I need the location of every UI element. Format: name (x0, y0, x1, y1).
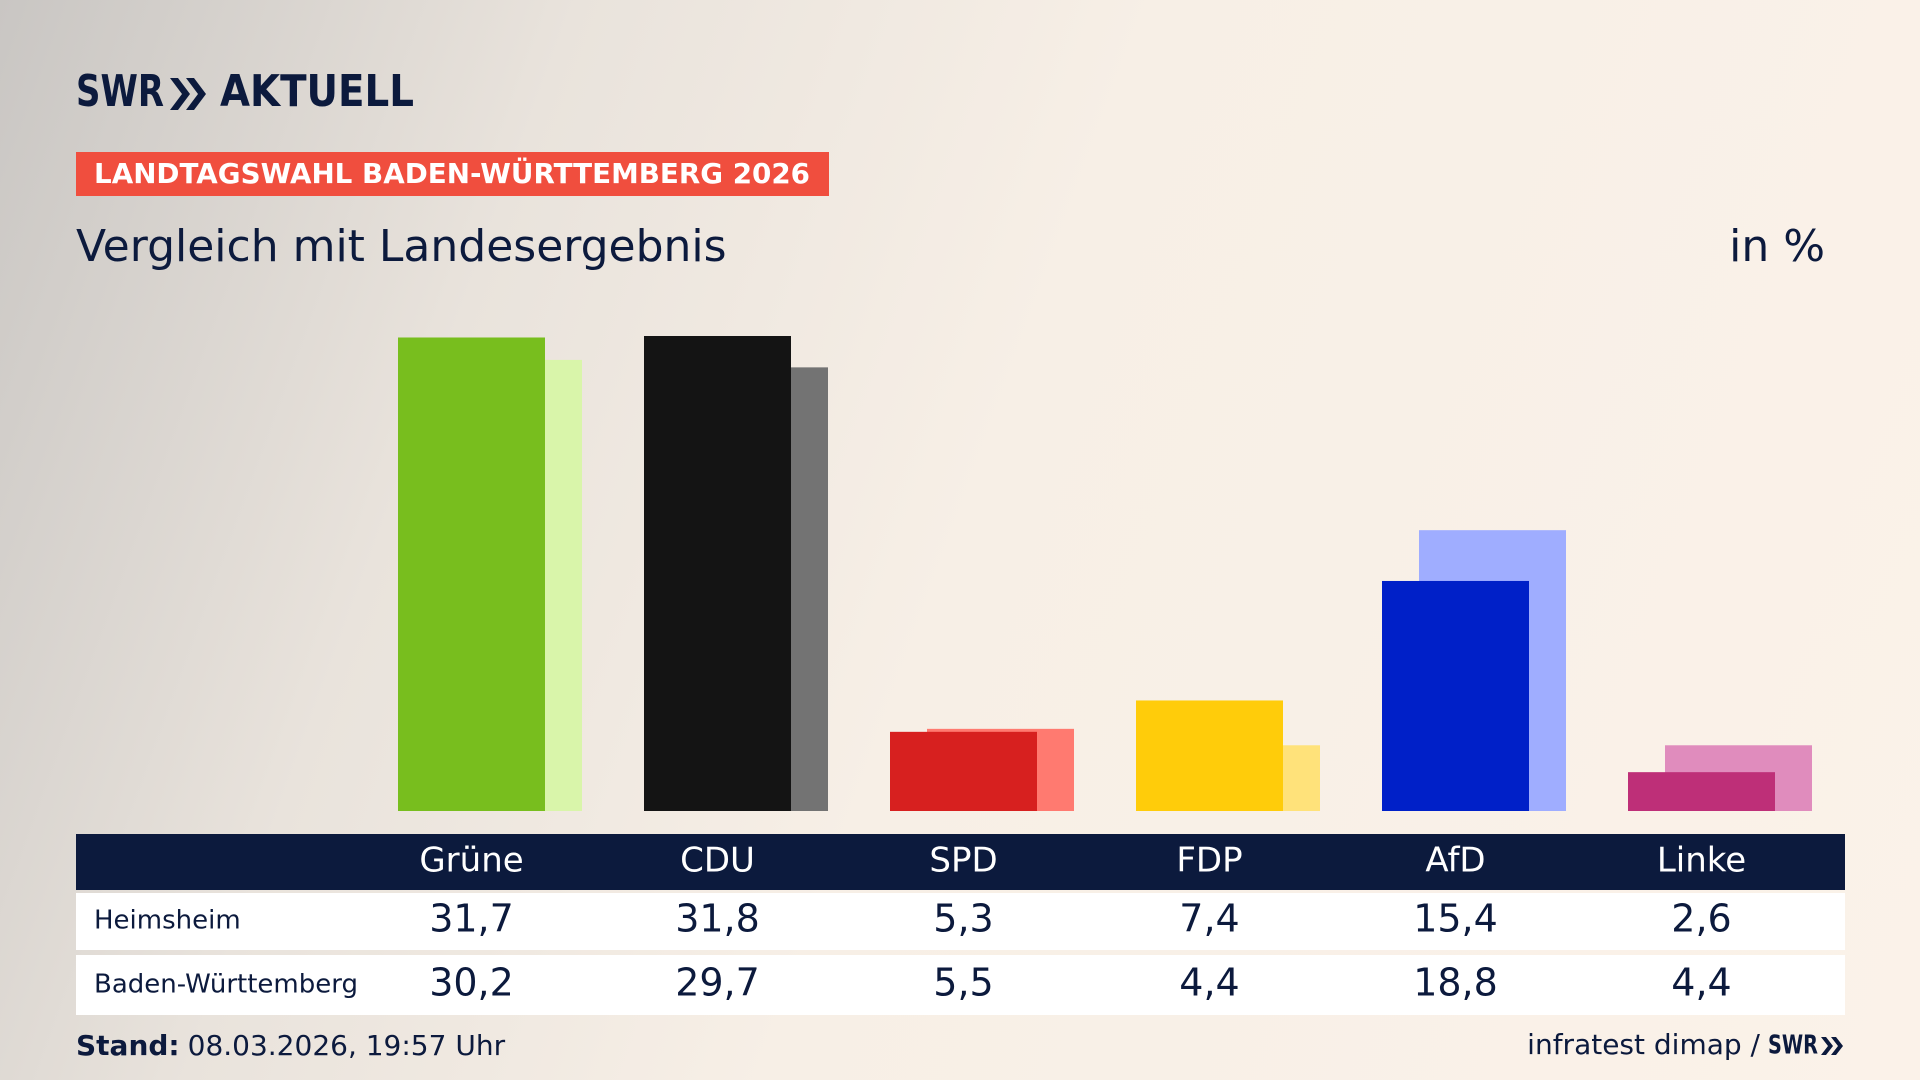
logo-section: AKTUELL (220, 66, 414, 117)
value-label: 18,8 (1413, 961, 1498, 1005)
value-label: 4,4 (1671, 961, 1731, 1005)
table-row (76, 955, 1845, 1015)
bar (1382, 580, 1529, 811)
category-label: Grüne (419, 841, 523, 881)
logo-chevrons (170, 78, 206, 110)
stand-label: Stand: (76, 1029, 180, 1062)
value-label: 31,8 (675, 897, 760, 941)
bar (644, 336, 791, 811)
value-label: 31,7 (429, 897, 514, 941)
banner: LANDTAGSWAHL BADEN-WÜRTTEMBERG 2026 (94, 156, 810, 190)
row-label: Heimsheim (94, 906, 241, 936)
source: infratest dimap / (1527, 1028, 1760, 1061)
table-row (76, 893, 1845, 950)
value-label: 5,5 (933, 961, 993, 1005)
value-label: 5,3 (933, 897, 993, 941)
value-label: 30,2 (429, 961, 514, 1005)
bar (1628, 772, 1775, 811)
category-label: FDP (1176, 841, 1242, 881)
value-label: 29,7 (675, 961, 760, 1005)
value-label: 7,4 (1179, 897, 1239, 941)
footer-stand: Stand: 08.03.2026, 19:57 Uhr (76, 1029, 506, 1062)
bars (398, 336, 1812, 811)
timestamp: 08.03.2026, 19:57 Uhr (188, 1029, 506, 1062)
category-label: Linke (1657, 841, 1746, 881)
logo: SWR AKTUELL (76, 66, 414, 117)
value-label: 2,6 (1671, 897, 1731, 941)
category-label: CDU (680, 841, 755, 881)
unit-label: in % (1729, 221, 1825, 272)
category-label: AfD (1425, 841, 1485, 881)
bar (890, 731, 1037, 811)
source-brand: SWR (1768, 1031, 1818, 1061)
subtitle: Vergleich mit Landesergebnis (76, 221, 727, 272)
source-chevrons (1821, 1037, 1843, 1055)
table-header (76, 834, 1845, 890)
table: Grüne 31,7 30,2 CDU 31,8 29,7 SPD 5,3 5,5 FDP 7,4 4… (94, 841, 1746, 1005)
row-label: Baden-Württemberg (94, 970, 358, 1000)
banner-bg (76, 152, 829, 196)
value-label: 15,4 (1413, 897, 1498, 941)
bar (1136, 700, 1283, 811)
value-label: 4,4 (1179, 961, 1239, 1005)
logo-brand: SWR (76, 66, 164, 117)
bar (398, 337, 545, 811)
category-label: SPD (929, 841, 997, 881)
